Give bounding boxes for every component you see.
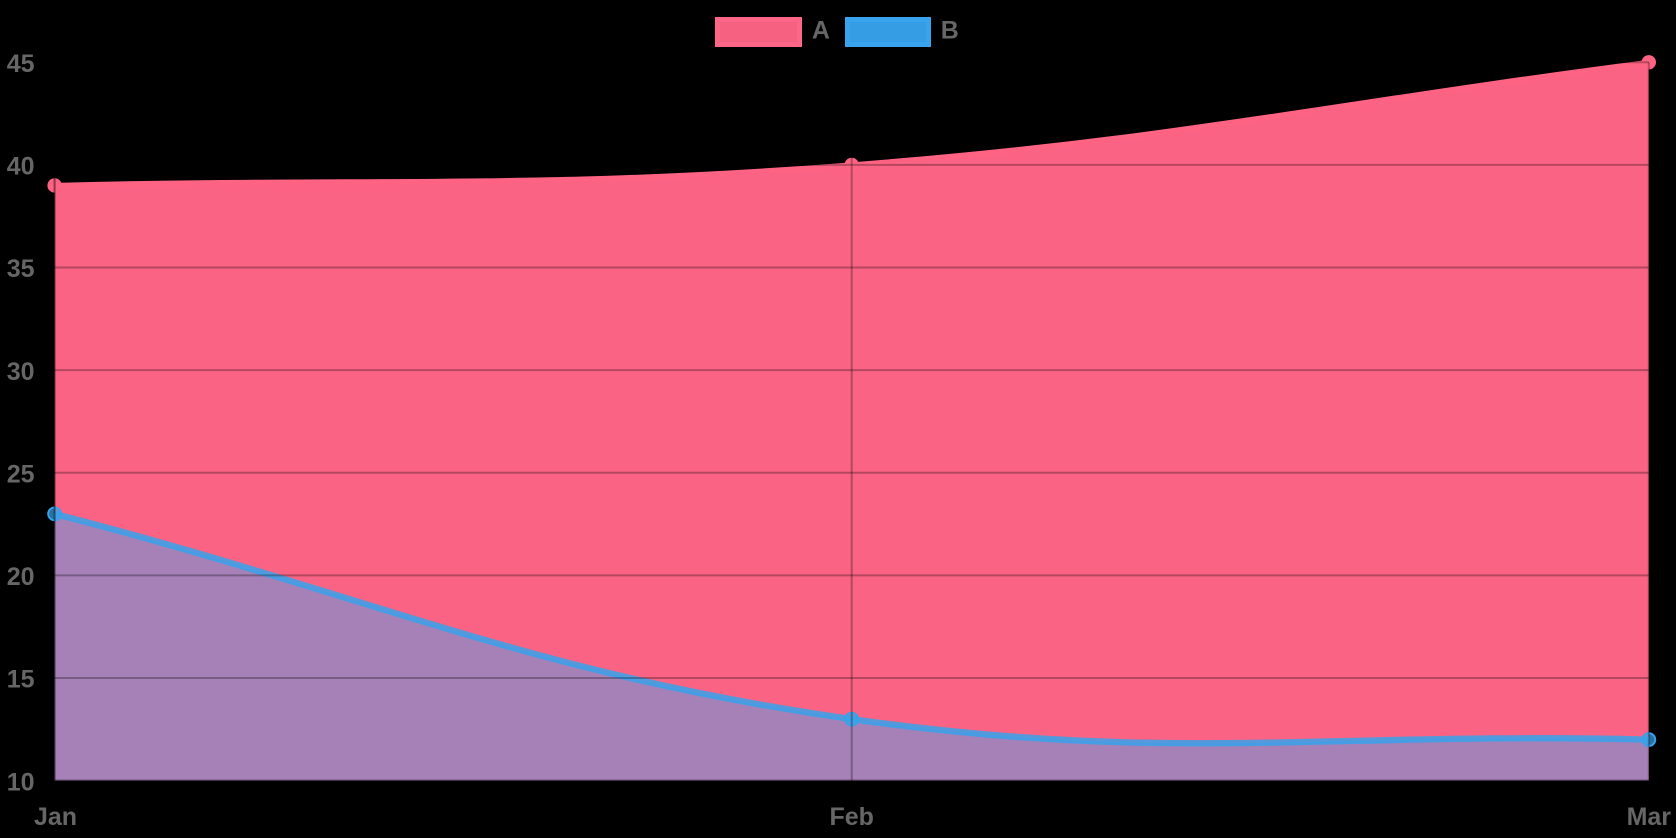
svg-text:45: 45 bbox=[7, 50, 35, 78]
svg-text:10: 10 bbox=[7, 768, 35, 796]
svg-text:15: 15 bbox=[7, 666, 35, 694]
svg-text:35: 35 bbox=[7, 255, 35, 283]
svg-text:30: 30 bbox=[7, 358, 35, 386]
svg-text:Feb: Feb bbox=[829, 803, 873, 831]
svg-text:40: 40 bbox=[7, 153, 35, 181]
svg-text:Jan: Jan bbox=[34, 803, 77, 831]
svg-text:B: B bbox=[941, 17, 959, 45]
svg-text:25: 25 bbox=[7, 460, 35, 488]
svg-text:A: A bbox=[812, 17, 830, 45]
svg-text:Mar: Mar bbox=[1627, 803, 1672, 831]
svg-text:20: 20 bbox=[7, 563, 35, 591]
